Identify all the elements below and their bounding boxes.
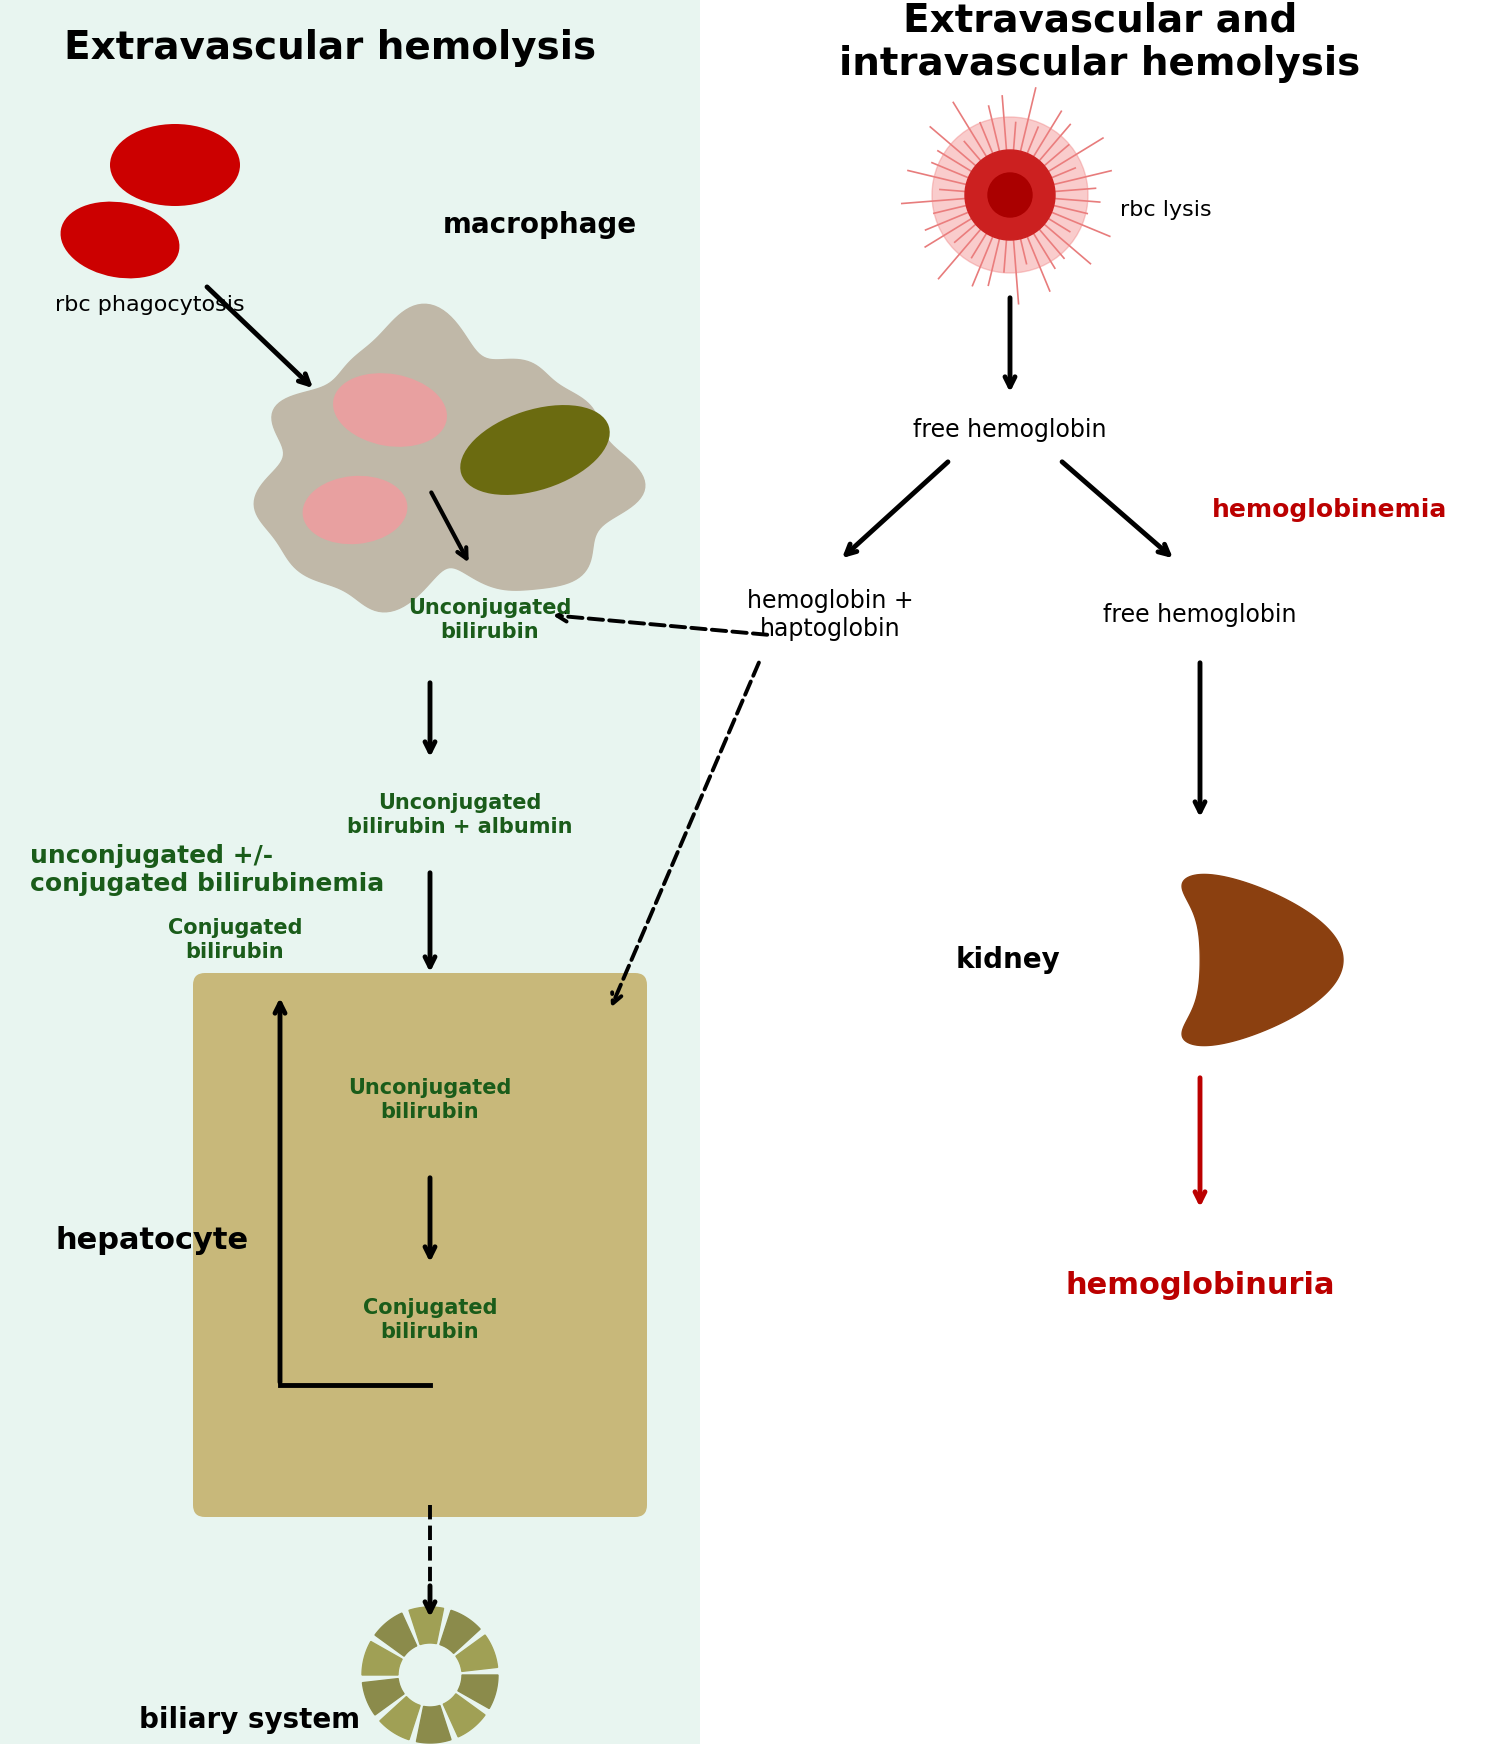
Circle shape (932, 117, 1088, 274)
Text: biliary system: biliary system (140, 1706, 360, 1734)
Text: rbc phagocytosis: rbc phagocytosis (56, 295, 244, 316)
Polygon shape (363, 1679, 404, 1714)
Polygon shape (410, 1606, 444, 1645)
Text: Unconjugated
bilirubin: Unconjugated bilirubin (408, 598, 572, 642)
Circle shape (400, 1645, 460, 1706)
Text: macrophage: macrophage (442, 211, 638, 239)
Polygon shape (375, 1613, 417, 1657)
Ellipse shape (303, 476, 408, 544)
Ellipse shape (460, 405, 609, 495)
Ellipse shape (60, 202, 180, 279)
Text: free hemoglobin: free hemoglobin (1102, 603, 1296, 628)
Text: hemoglobinemia: hemoglobinemia (1212, 499, 1448, 521)
Polygon shape (458, 1674, 498, 1709)
Polygon shape (380, 1697, 420, 1741)
Ellipse shape (333, 373, 447, 446)
Text: Unconjugated
bilirubin: Unconjugated bilirubin (348, 1078, 512, 1121)
Text: Extravascular hemolysis: Extravascular hemolysis (64, 30, 596, 66)
Text: Conjugated
bilirubin: Conjugated bilirubin (168, 919, 302, 961)
Polygon shape (362, 1641, 402, 1674)
Bar (700, 0, 1500, 1744)
Polygon shape (456, 1636, 498, 1671)
Polygon shape (254, 305, 645, 612)
Bar (0, 0, 700, 1744)
Text: unconjugated +/-
conjugated bilirubinemia: unconjugated +/- conjugated bilirubinemi… (30, 844, 384, 896)
Text: Unconjugated
bilirubin + albumin: Unconjugated bilirubin + albumin (346, 794, 573, 837)
Text: hemoglobinuria: hemoglobinuria (1065, 1270, 1335, 1299)
Ellipse shape (110, 124, 240, 206)
Polygon shape (417, 1706, 452, 1742)
Text: Extravascular and
intravascular hemolysis: Extravascular and intravascular hemolysi… (840, 2, 1360, 84)
Polygon shape (1182, 874, 1342, 1046)
Circle shape (988, 173, 1032, 216)
Polygon shape (440, 1610, 480, 1653)
Text: free hemoglobin: free hemoglobin (914, 419, 1107, 441)
Circle shape (964, 150, 1054, 241)
Polygon shape (444, 1693, 485, 1737)
Text: kidney: kidney (956, 945, 1060, 973)
FancyBboxPatch shape (194, 973, 646, 1517)
Text: hemoglobin +
haptoglobin: hemoglobin + haptoglobin (747, 589, 914, 640)
Text: rbc lysis: rbc lysis (1120, 201, 1212, 220)
Text: Conjugated
bilirubin: Conjugated bilirubin (363, 1298, 496, 1341)
Text: hepatocyte: hepatocyte (56, 1226, 248, 1254)
